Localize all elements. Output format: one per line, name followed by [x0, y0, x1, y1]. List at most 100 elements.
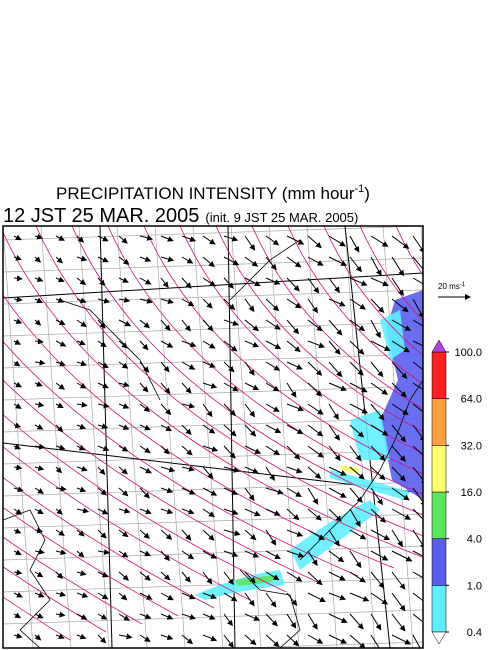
wind-vector [13, 612, 22, 619]
wind-vector [55, 360, 66, 367]
wind-vector [118, 613, 130, 621]
wind-vector [244, 340, 260, 348]
wind-vector [118, 507, 131, 514]
wind-vector [76, 633, 87, 640]
wind-vector [244, 403, 256, 418]
wind-vector [118, 403, 130, 409]
wind-vector [328, 319, 343, 336]
wind-vector [181, 340, 197, 348]
wind-vector [160, 277, 169, 288]
isobar [3, 446, 251, 601]
wind-vector [118, 571, 130, 581]
wind-vector [391, 529, 403, 548]
wind-vector [244, 466, 259, 474]
wind-vector [34, 233, 44, 240]
wind-vector [34, 424, 44, 430]
wind-vector [265, 487, 284, 495]
wind-vector [97, 297, 111, 304]
graticule [3, 289, 423, 305]
wind-vector [55, 571, 64, 580]
wind-vector [202, 529, 215, 541]
graticule [78, 226, 110, 648]
wind-vector [55, 276, 65, 283]
wind-vector [55, 256, 63, 264]
wind-vector [307, 382, 323, 397]
wind-vector [244, 571, 256, 584]
wind-vector [118, 319, 132, 327]
wind-vector [391, 235, 410, 249]
isobar [3, 294, 395, 569]
wind-vector [307, 508, 322, 521]
wind-vector [76, 613, 88, 620]
coastline [3, 509, 51, 648]
wind-vector [307, 550, 318, 567]
wind-vector [244, 298, 255, 312]
wind-vector [391, 361, 408, 379]
wind-vector [97, 592, 109, 600]
wind-vector [34, 548, 45, 555]
wind-vector [202, 382, 218, 389]
wind-vector [139, 234, 154, 241]
wind-vector [97, 445, 110, 452]
wind-vector [76, 277, 87, 286]
wind-vector [370, 508, 387, 523]
wind-vector [160, 403, 172, 416]
wind-vector [13, 318, 23, 324]
wind-vector [391, 445, 406, 462]
colorbar-segment [431, 351, 447, 399]
colorbar-segment [431, 585, 447, 633]
wind-vector [412, 256, 423, 275]
wind-vector [139, 508, 152, 515]
wind-vector [286, 382, 297, 398]
wind-vector [265, 634, 280, 648]
wind-vector [181, 613, 196, 620]
wind-vector [244, 277, 261, 287]
wind-vector [307, 529, 325, 540]
isobar [3, 379, 323, 585]
wind-vector [13, 569, 23, 576]
wind-vector [328, 613, 348, 623]
wind-vector [328, 445, 341, 462]
wind-vector [244, 613, 261, 621]
wind-vector [244, 319, 260, 332]
wind-vector [286, 256, 302, 268]
wind-vector [370, 634, 383, 648]
wind-vector [223, 298, 236, 311]
wind-vector [244, 256, 259, 267]
wind-vector [370, 445, 386, 462]
wind-vector [55, 297, 65, 303]
wind-vector [391, 424, 406, 443]
wind-vector [160, 256, 175, 262]
graticule [3, 353, 423, 369]
wind-vector [349, 571, 366, 583]
wind-vector [265, 256, 277, 271]
wind-vector [307, 466, 322, 479]
wind-vector [160, 298, 174, 305]
wind-vector [160, 235, 174, 242]
wind-vector [97, 277, 106, 287]
graticule [3, 226, 423, 241]
wind-vector [76, 486, 87, 493]
wind-vector [391, 466, 406, 482]
wind-vector [202, 613, 216, 620]
wind-vector [307, 424, 324, 437]
wind-vector [286, 298, 302, 309]
wind-vector [55, 466, 63, 474]
wind-vector [118, 277, 129, 283]
wind-vector [13, 234, 22, 241]
wind-vector [349, 508, 361, 528]
coastline [299, 379, 423, 561]
wind-vector [202, 424, 216, 434]
wind-vector [13, 360, 21, 367]
wind-vector [139, 256, 152, 262]
wind-vector [223, 340, 238, 352]
isobar [468, 226, 500, 456]
wind-vector [328, 466, 347, 476]
wind-vector [391, 298, 409, 313]
wind-vector [286, 403, 305, 412]
graticule [306, 226, 338, 648]
wind-vector [370, 403, 385, 421]
wind-vector [181, 550, 195, 560]
wind-vector [286, 445, 301, 460]
time-text: 12 JST 25 MAR. 2005 [3, 205, 199, 227]
